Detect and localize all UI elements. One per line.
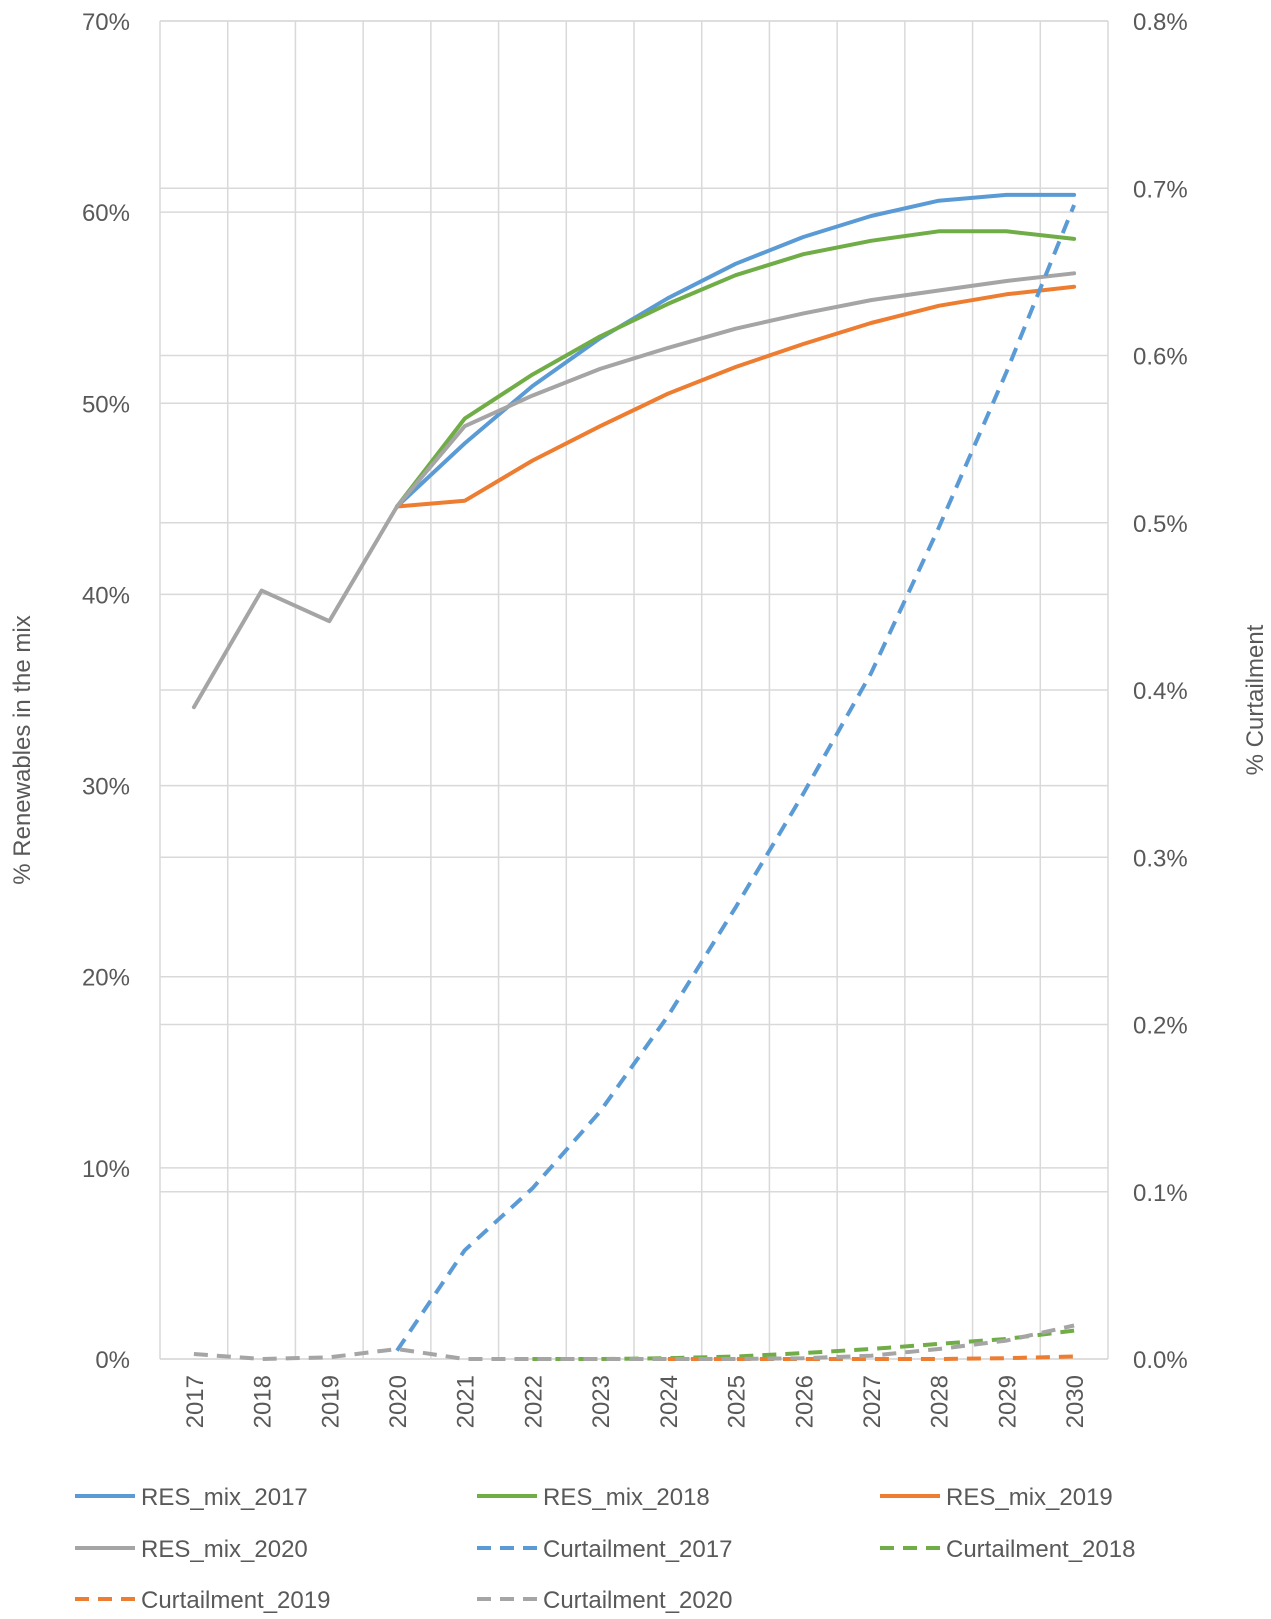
legend-label: Curtailment_2017 bbox=[543, 1536, 732, 1563]
left-axis-tick-label: 40% bbox=[82, 582, 130, 609]
series-line-curtailment-2018 bbox=[532, 1328, 1075, 1361]
legend-label: RES_mix_2020 bbox=[141, 1536, 308, 1563]
x-axis-tick-label: 2021 bbox=[453, 1375, 480, 1428]
legend-label: RES_mix_2017 bbox=[141, 1484, 308, 1511]
x-axis-tick-label: 2027 bbox=[859, 1375, 886, 1428]
right-axis-ticks: 0.0% 0.1% 0.2% 0.3% 0.4% 0.5% 0.6% 0.7% 0.8% bbox=[1133, 9, 1188, 1374]
legend-label: RES_mix_2018 bbox=[543, 1484, 710, 1511]
series-lines bbox=[191, 192, 1077, 1361]
x-axis-tick-label: 2022 bbox=[520, 1375, 547, 1428]
x-axis-ticks: 2017 2018 2019 2020 2021 2022 2023 2024 2025 2026… bbox=[182, 1375, 1089, 1428]
x-axis-tick-label: 2018 bbox=[250, 1375, 277, 1428]
x-axis-tick-label: 2017 bbox=[182, 1375, 209, 1428]
left-axis-tick-label: 50% bbox=[82, 391, 130, 418]
legend-label: Curtailment_2020 bbox=[543, 1587, 732, 1614]
left-axis-tick-label: 10% bbox=[82, 1156, 130, 1183]
right-axis-tick-label: 0.4% bbox=[1133, 678, 1188, 705]
left-axis-tick-label: 20% bbox=[82, 965, 130, 992]
right-axis-tick-label: 0.0% bbox=[1133, 1347, 1188, 1374]
right-axis-tick-label: 0.6% bbox=[1133, 344, 1188, 371]
series-line-curtailment-2017 bbox=[395, 204, 1076, 1352]
right-axis-tick-label: 0.7% bbox=[1133, 176, 1188, 203]
x-axis-tick-label: 2026 bbox=[791, 1375, 818, 1428]
y-axis-right-title: % Curtailment bbox=[1242, 624, 1269, 775]
series-line-curtailment-2020 bbox=[193, 1323, 1075, 1361]
x-axis-tick-label: 2025 bbox=[724, 1375, 751, 1428]
x-axis-tick-label: 2029 bbox=[994, 1375, 1021, 1428]
y-axis-left-title: % Renewables in the mix bbox=[9, 615, 36, 884]
x-axis-tick-label: 2028 bbox=[927, 1375, 954, 1428]
right-axis-tick-label: 0.3% bbox=[1133, 845, 1188, 872]
x-axis-tick-label: 2024 bbox=[656, 1375, 683, 1428]
x-axis-tick-label: 2023 bbox=[588, 1375, 615, 1428]
right-axis-tick-label: 0.2% bbox=[1133, 1013, 1188, 1040]
left-axis-ticks: 0% 10% 20% 30% 40% 50% 60% 70% bbox=[82, 9, 130, 1374]
legend-label: Curtailment_2018 bbox=[946, 1536, 1135, 1563]
legend: RES_mix_2017 RES_mix_2018 RES_mix_2019 RES_… bbox=[75, 1484, 1135, 1614]
legend-label: RES_mix_2019 bbox=[946, 1484, 1113, 1511]
x-axis-tick-label: 2019 bbox=[317, 1375, 344, 1428]
right-axis-tick-label: 0.5% bbox=[1133, 511, 1188, 538]
right-axis-tick-label: 0.8% bbox=[1133, 9, 1188, 36]
series-line-res-mix-2020 bbox=[191, 271, 1077, 710]
gridlines bbox=[159, 20, 1109, 1360]
left-axis-tick-label: 30% bbox=[82, 774, 130, 801]
legend-label: Curtailment_2019 bbox=[141, 1587, 330, 1614]
left-axis-tick-label: 0% bbox=[95, 1347, 130, 1374]
x-axis-tick-label: 2030 bbox=[1062, 1375, 1089, 1428]
right-axis-tick-label: 0.1% bbox=[1133, 1180, 1188, 1207]
x-axis-tick-label: 2020 bbox=[385, 1375, 412, 1428]
left-axis-tick-label: 70% bbox=[82, 9, 130, 36]
left-axis-tick-label: 60% bbox=[82, 200, 130, 227]
series-line-res-mix-2019 bbox=[395, 284, 1077, 509]
series-line-res-mix-2018 bbox=[395, 229, 1077, 509]
